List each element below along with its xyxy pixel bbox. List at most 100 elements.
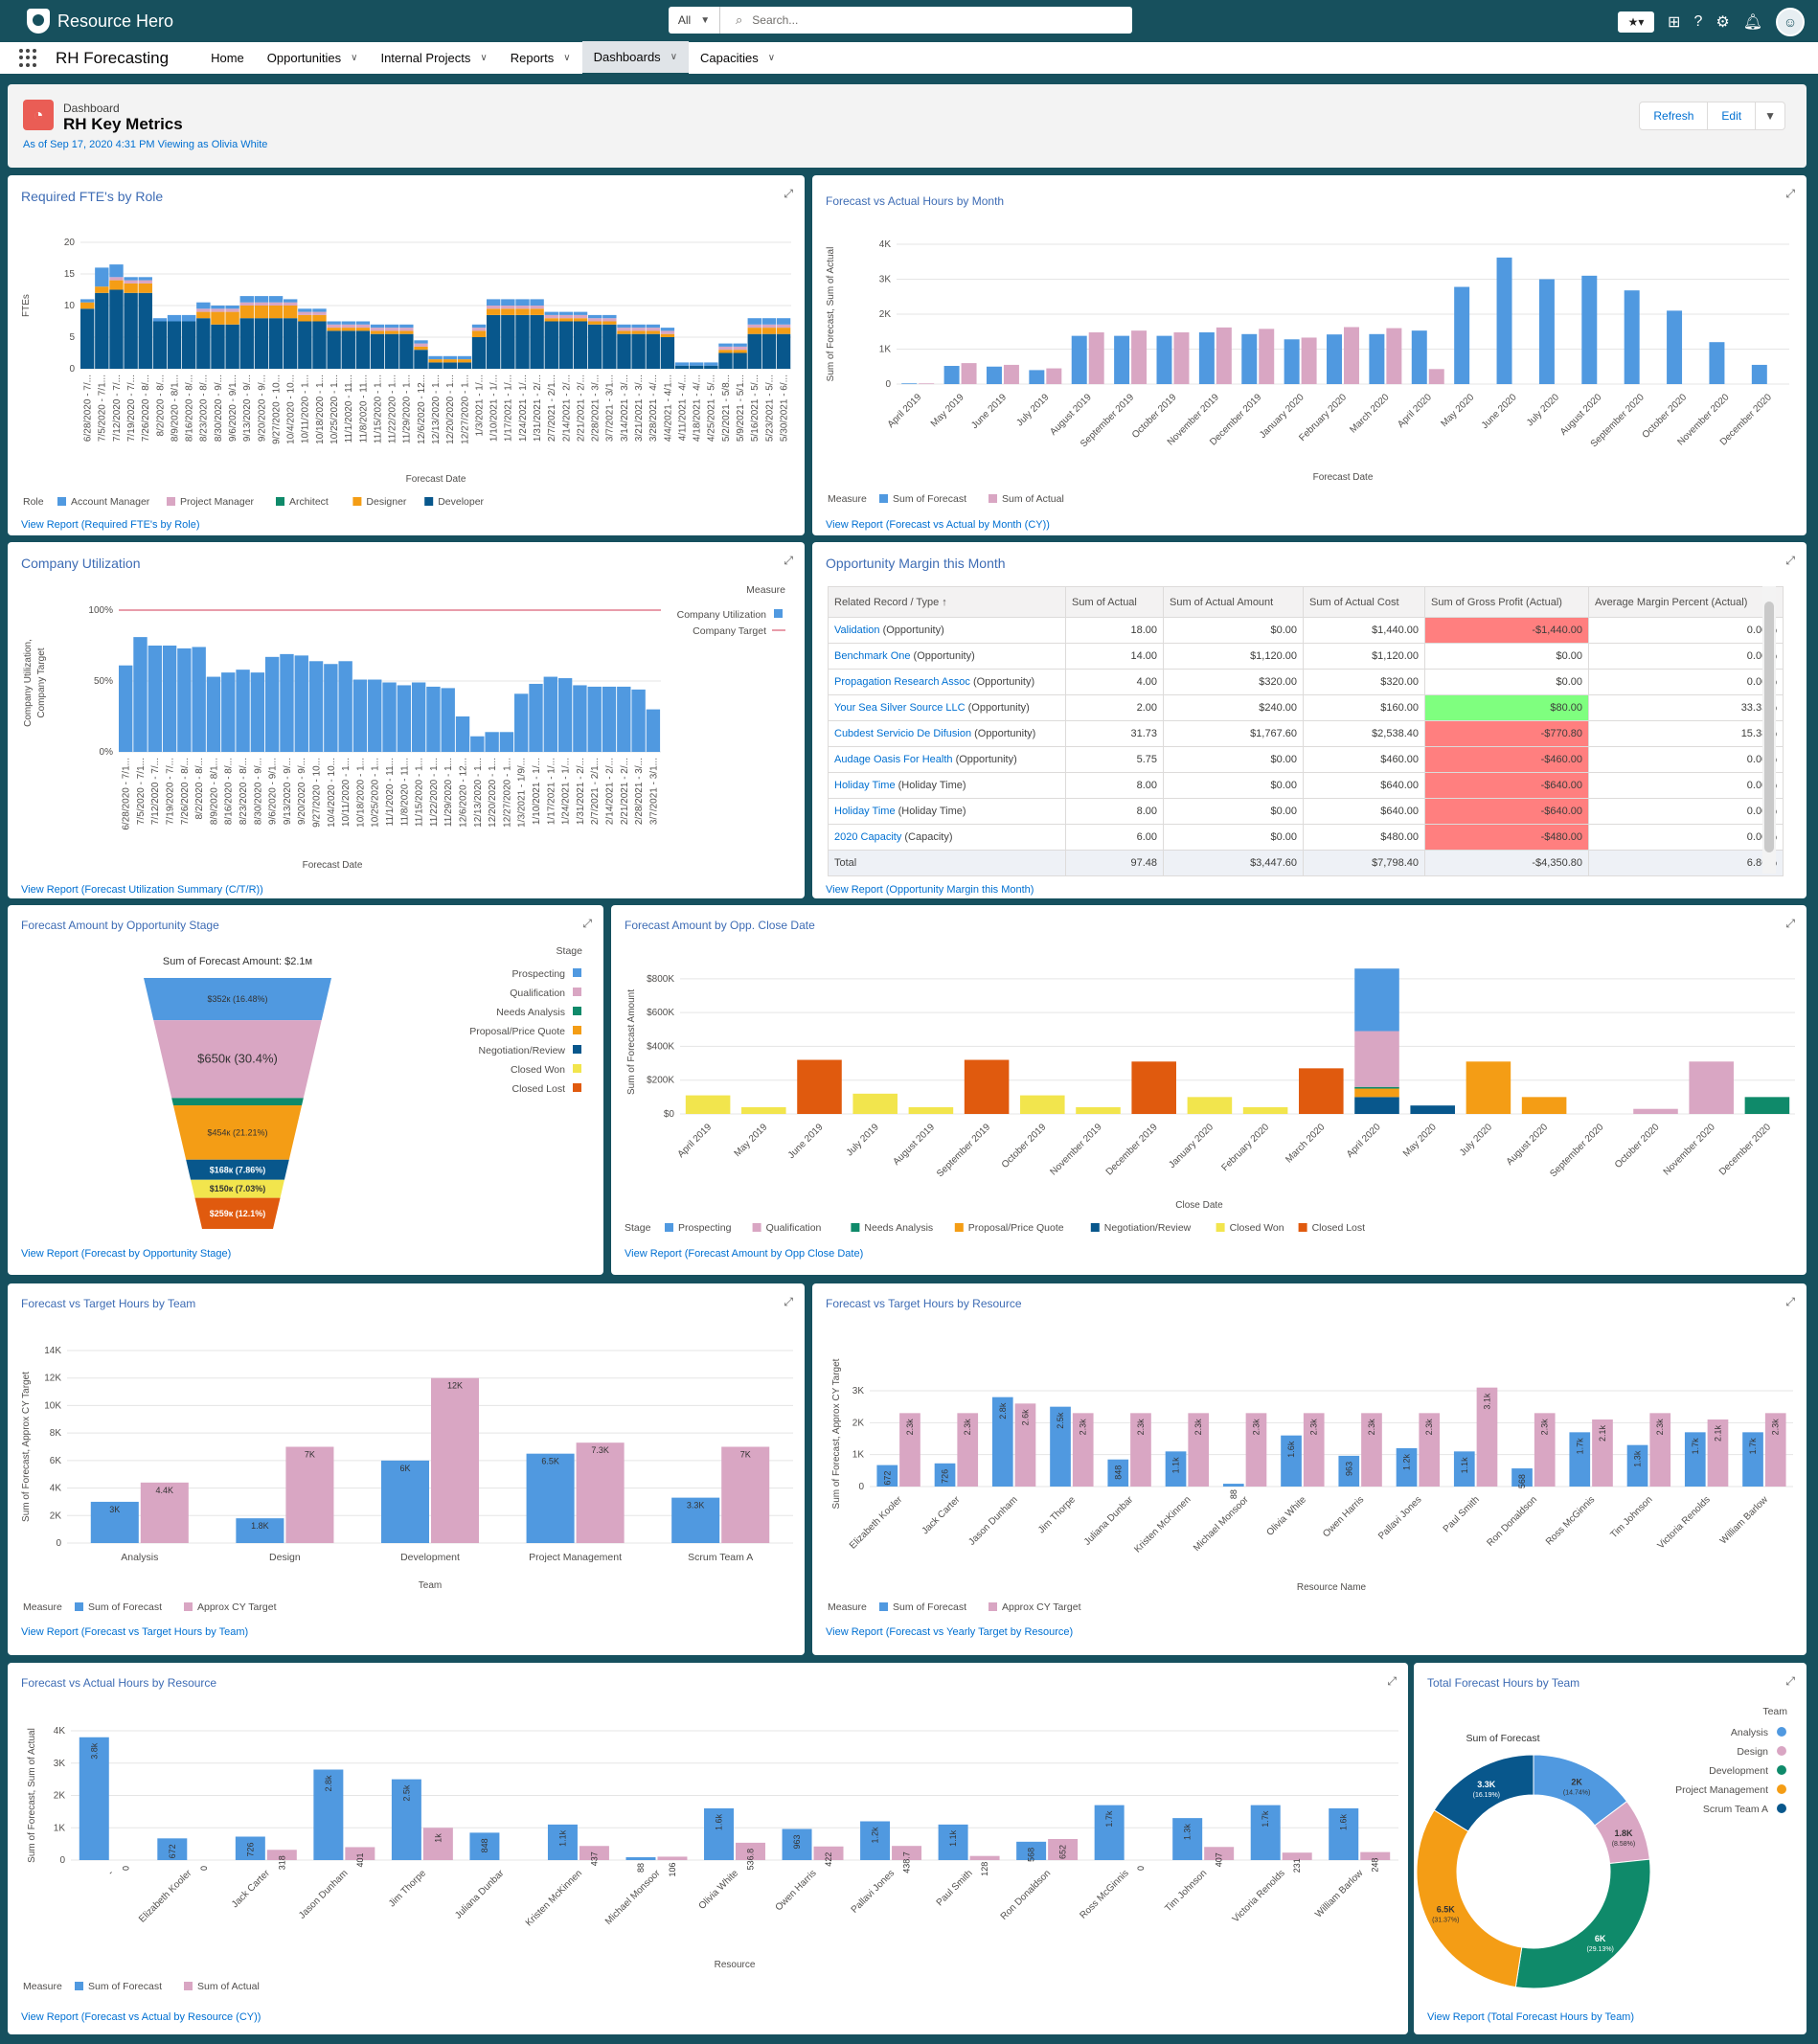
bar-segment bbox=[1744, 1097, 1790, 1114]
x-tick-label: 1/3/2021 - 1/... bbox=[474, 375, 485, 437]
bar bbox=[148, 646, 162, 752]
record-link[interactable]: 2020 Capacity bbox=[834, 831, 902, 843]
record-link[interactable]: Propagation Research Assoc bbox=[834, 676, 970, 688]
nav-item-opportunities[interactable]: Opportunities ∨ bbox=[256, 41, 370, 76]
record-link[interactable]: Holiday Time bbox=[834, 806, 896, 817]
add-icon[interactable]: ⊞ bbox=[1668, 14, 1681, 31]
bar-segment bbox=[239, 302, 254, 306]
expand-icon[interactable]: ⤢ bbox=[1785, 554, 1795, 567]
bar-segment bbox=[588, 314, 602, 319]
bar-segment bbox=[733, 343, 747, 347]
column-header[interactable]: Sum of Actual bbox=[1065, 586, 1164, 618]
search-input[interactable]: Search... bbox=[752, 13, 799, 27]
edit-button[interactable]: Edit bbox=[1708, 102, 1757, 129]
bell-icon[interactable]: 🔔︎ bbox=[1742, 14, 1762, 31]
brand-logo[interactable]: Resource Hero bbox=[27, 9, 173, 34]
view-report-link[interactable]: View Report (Total Forecast Hours by Tea… bbox=[1427, 2011, 1635, 2023]
x-tick-label: 5/30/2021 - 6/... bbox=[779, 375, 789, 442]
help-icon[interactable]: ? bbox=[1693, 13, 1703, 30]
bar bbox=[1476, 1387, 1498, 1487]
x-tick-label: 8/30/2020 - 9/... bbox=[253, 758, 263, 825]
x-tick-label: 9/6/2020 - 9/1... bbox=[268, 758, 279, 825]
search-scope-label: All bbox=[677, 13, 692, 27]
bar-segment bbox=[674, 365, 690, 369]
search-scope-select[interactable]: All ▼ bbox=[669, 7, 720, 34]
favorites-icon[interactable]: ★▾ bbox=[1618, 11, 1655, 33]
expand-icon[interactable]: ⤢ bbox=[1785, 917, 1795, 930]
column-header[interactable]: Sum of Actual Amount bbox=[1163, 586, 1304, 618]
cost-cell: $160.00 bbox=[1303, 694, 1425, 721]
record-link[interactable]: Your Sea Silver Source LLC bbox=[834, 702, 966, 714]
actual-cell: 14.00 bbox=[1065, 643, 1164, 670]
bar-segment bbox=[761, 328, 777, 334]
chevron-down-icon[interactable]: ∨ bbox=[670, 51, 678, 62]
record-link[interactable]: Audage Oasis For Health bbox=[834, 754, 953, 765]
x-tick-label: 7/5/2020 - 7/1... bbox=[98, 375, 108, 442]
x-tick-label: September 2019 bbox=[935, 1122, 992, 1179]
x-tick-label: April 2020 bbox=[1345, 1122, 1383, 1160]
bar bbox=[646, 709, 661, 752]
bar-segment bbox=[443, 355, 457, 360]
more-actions-chevron-icon[interactable]: ▼ bbox=[1764, 109, 1776, 123]
gear-icon[interactable]: ⚙ bbox=[1716, 14, 1730, 31]
bar-segment bbox=[355, 324, 371, 329]
column-header[interactable]: Sum of Actual Cost bbox=[1303, 586, 1425, 618]
bar bbox=[1156, 335, 1172, 384]
column-header[interactable]: Sum of Gross Profit (Actual) bbox=[1424, 586, 1589, 618]
bar-segment bbox=[501, 299, 515, 306]
view-report-link[interactable]: View Report (Required FTE's by Role) bbox=[21, 519, 200, 531]
nav-item-home[interactable]: Home bbox=[199, 41, 256, 76]
view-report-link[interactable]: View Report (Forecast vs Target Hours by… bbox=[21, 1626, 249, 1638]
x-tick-label: 11/8/2020 - 11... bbox=[399, 758, 410, 826]
data-label: 2.3k bbox=[1193, 1419, 1203, 1436]
nav-item-reports[interactable]: Reports ∨ bbox=[499, 41, 582, 76]
bar-segment bbox=[399, 333, 414, 369]
x-tick-label: Jason Dunham bbox=[297, 1868, 350, 1920]
view-report-link[interactable]: View Report (Forecast Utilization Summar… bbox=[21, 884, 263, 896]
nav-item-capacities[interactable]: Capacities ∨ bbox=[689, 41, 786, 76]
app-launcher-icon[interactable] bbox=[19, 48, 38, 68]
view-report-link[interactable]: View Report (Forecast vs Actual by Resou… bbox=[21, 2011, 261, 2023]
chevron-down-icon[interactable]: ∨ bbox=[767, 53, 776, 63]
bar bbox=[1581, 275, 1598, 384]
chevron-down-icon[interactable]: ∨ bbox=[563, 53, 571, 63]
column-header[interactable]: Average Margin Percent (Actual) bbox=[1588, 586, 1784, 618]
expand-icon[interactable]: ⤢ bbox=[784, 187, 793, 200]
refresh-button[interactable]: Refresh bbox=[1640, 102, 1709, 129]
brand-name: Resource Hero bbox=[57, 11, 174, 31]
global-search[interactable]: All ▼ ⌕ Search... bbox=[669, 7, 1132, 34]
nav-item-dashboards[interactable]: Dashboards ∨ bbox=[581, 40, 690, 76]
chevron-down-icon[interactable]: ∨ bbox=[351, 53, 358, 63]
x-tick-label: 12/13/2020 - 1... bbox=[473, 758, 484, 828]
x-tick-label: 4/18/2021 - 4/... bbox=[693, 375, 703, 442]
expand-icon[interactable]: ⤢ bbox=[1387, 1674, 1397, 1688]
view-report-link[interactable]: View Report (Forecast by Opportunity Sta… bbox=[21, 1248, 232, 1260]
expand-icon[interactable]: ⤢ bbox=[784, 554, 793, 567]
table-scrollbar[interactable] bbox=[1762, 586, 1776, 874]
view-report-link[interactable]: View Report (Opportunity Margin this Mon… bbox=[826, 884, 1034, 896]
expand-icon[interactable]: ⤢ bbox=[784, 1295, 793, 1308]
bar-segment bbox=[196, 308, 211, 312]
bar bbox=[1453, 1451, 1475, 1487]
record-link[interactable]: Validation bbox=[834, 625, 880, 636]
expand-icon[interactable]: ⤢ bbox=[582, 917, 592, 930]
record-link[interactable]: Cubdest Servicio De Difusion bbox=[834, 728, 972, 739]
nav-item-internal-projects[interactable]: Internal Projects ∨ bbox=[369, 41, 498, 76]
bar-segment bbox=[797, 1059, 842, 1114]
chevron-down-icon[interactable]: ∨ bbox=[480, 53, 488, 63]
bar-segment bbox=[1466, 1061, 1511, 1114]
column-header[interactable]: Related Record / Type ↑ bbox=[828, 586, 1066, 618]
bar-segment bbox=[690, 365, 704, 369]
record-link[interactable]: Holiday Time bbox=[834, 780, 896, 791]
actual-cell: 2.00 bbox=[1065, 694, 1164, 721]
view-report-link[interactable]: View Report (Forecast vs Yearly Target b… bbox=[826, 1626, 1074, 1638]
view-report-link[interactable]: View Report (Forecast Amount by Opp Clos… bbox=[625, 1248, 864, 1260]
record-link[interactable]: Benchmark One bbox=[834, 650, 911, 662]
view-report-link[interactable]: View Report (Forecast vs Actual by Month… bbox=[826, 519, 1050, 531]
expand-icon[interactable]: ⤢ bbox=[1785, 1295, 1795, 1308]
avatar[interactable]: ☺ bbox=[1776, 8, 1805, 36]
expand-icon[interactable]: ⤢ bbox=[1785, 1674, 1795, 1688]
bar bbox=[543, 676, 558, 752]
data-label: 2.3k bbox=[1079, 1419, 1088, 1436]
expand-icon[interactable]: ⤢ bbox=[1785, 187, 1795, 200]
